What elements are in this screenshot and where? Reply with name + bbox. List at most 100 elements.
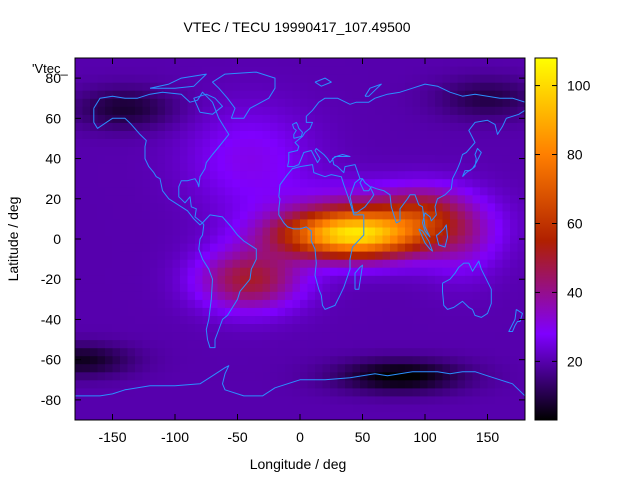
heatmap-cell bbox=[495, 218, 504, 228]
heatmap-cell bbox=[240, 98, 249, 107]
heatmap-cell bbox=[337, 106, 346, 115]
heatmap-cell bbox=[75, 347, 84, 357]
heatmap-cell bbox=[240, 162, 249, 172]
heatmap-cell bbox=[435, 122, 444, 131]
heatmap-cell bbox=[465, 66, 474, 75]
heatmap-cell bbox=[300, 122, 309, 131]
heatmap-cell bbox=[435, 371, 444, 381]
heatmap-cell bbox=[120, 331, 129, 341]
heatmap-cell bbox=[150, 331, 159, 341]
heatmap-cell bbox=[405, 162, 414, 172]
heatmap-cell bbox=[517, 243, 525, 252]
heatmap-cell bbox=[127, 243, 136, 252]
heatmap-cell bbox=[180, 331, 189, 341]
heatmap-cell bbox=[292, 194, 301, 204]
heatmap-cell bbox=[285, 194, 294, 204]
heatmap-cell bbox=[442, 355, 451, 365]
heatmap-cell bbox=[442, 387, 451, 397]
heatmap-cell bbox=[435, 74, 444, 83]
heatmap-cell bbox=[217, 66, 226, 75]
coastline bbox=[292, 121, 303, 139]
heatmap-cell bbox=[375, 331, 384, 341]
heatmap-cell bbox=[375, 371, 384, 381]
heatmap-cell bbox=[397, 58, 406, 67]
heatmap-cell bbox=[337, 307, 346, 316]
heatmap-cell bbox=[510, 283, 519, 292]
heatmap-cell bbox=[307, 283, 316, 292]
heatmap-cell bbox=[412, 403, 421, 413]
heatmap-cell bbox=[375, 170, 384, 180]
heatmap-cell bbox=[105, 315, 114, 324]
heatmap-cell bbox=[367, 130, 376, 139]
heatmap-cell bbox=[330, 210, 339, 220]
heatmap-cell bbox=[90, 331, 99, 341]
heatmap-cell bbox=[285, 283, 294, 292]
heatmap-cell bbox=[427, 58, 436, 67]
heatmap-cell bbox=[487, 267, 496, 276]
heatmap-cell bbox=[450, 275, 459, 284]
heatmap-cell bbox=[232, 291, 241, 300]
heatmap-cell bbox=[300, 66, 309, 75]
heatmap-cell bbox=[480, 122, 489, 131]
heatmap-cell bbox=[240, 66, 249, 75]
heatmap-cell bbox=[90, 218, 99, 228]
heatmap-cell bbox=[292, 315, 301, 324]
heatmap-cell bbox=[157, 186, 166, 196]
heatmap-cell bbox=[75, 82, 84, 91]
heatmap-cell bbox=[285, 98, 294, 107]
heatmap-cell bbox=[367, 98, 376, 107]
heatmap-cell bbox=[135, 170, 144, 180]
heatmap-cell bbox=[217, 299, 226, 308]
heatmap-cell bbox=[375, 243, 384, 252]
heatmap-cell bbox=[367, 218, 376, 228]
heatmap-cell bbox=[382, 98, 391, 107]
heatmap-cell bbox=[262, 267, 271, 276]
heatmap-cell bbox=[435, 66, 444, 75]
heatmap-cell bbox=[405, 154, 414, 164]
heatmap-cell bbox=[292, 154, 301, 164]
heatmap-cell bbox=[187, 114, 196, 123]
heatmap-cell bbox=[157, 412, 166, 420]
heatmap-cell bbox=[172, 74, 181, 83]
heatmap-cell bbox=[255, 90, 264, 99]
heatmap-cell bbox=[375, 387, 384, 397]
heatmap-cell bbox=[165, 395, 174, 405]
heatmap-cell bbox=[412, 267, 421, 276]
heatmap-cell bbox=[112, 74, 121, 83]
heatmap-cell bbox=[352, 363, 361, 373]
heatmap-cell bbox=[217, 412, 226, 420]
heatmap-cell bbox=[330, 347, 339, 357]
heatmap-cell bbox=[337, 162, 346, 172]
heatmap-cell bbox=[412, 210, 421, 220]
heatmap-cell bbox=[232, 58, 241, 67]
heatmap-cell bbox=[240, 146, 249, 156]
heatmap-cell bbox=[345, 74, 354, 83]
heatmap-cell bbox=[345, 82, 354, 91]
heatmap-cell bbox=[240, 331, 249, 341]
heatmap-cell bbox=[315, 299, 324, 308]
heatmap-cell bbox=[375, 122, 384, 131]
heatmap-cell bbox=[292, 235, 301, 244]
heatmap-cell bbox=[172, 379, 181, 389]
heatmap-cell bbox=[502, 82, 511, 91]
heatmap-cell bbox=[232, 106, 241, 115]
heatmap-cell bbox=[322, 347, 331, 357]
heatmap-cell bbox=[375, 235, 384, 244]
heatmap-cell bbox=[472, 251, 481, 260]
heatmap-cell bbox=[142, 146, 151, 156]
heatmap-cell bbox=[465, 307, 474, 316]
heatmap-cell bbox=[247, 186, 256, 196]
heatmap-cell bbox=[442, 315, 451, 324]
heatmap-cell bbox=[240, 194, 249, 204]
heatmap-cell bbox=[300, 243, 309, 252]
heatmap-cell bbox=[210, 74, 219, 83]
heatmap-cell bbox=[127, 315, 136, 324]
heatmap-cell bbox=[450, 210, 459, 220]
heatmap-cell bbox=[150, 251, 159, 260]
heatmap-cell bbox=[97, 130, 106, 139]
heatmap-cell bbox=[397, 307, 406, 316]
heatmap-cell bbox=[495, 412, 504, 420]
heatmap-cell bbox=[210, 412, 219, 420]
heatmap-cell bbox=[450, 259, 459, 268]
heatmap-cell bbox=[375, 379, 384, 389]
